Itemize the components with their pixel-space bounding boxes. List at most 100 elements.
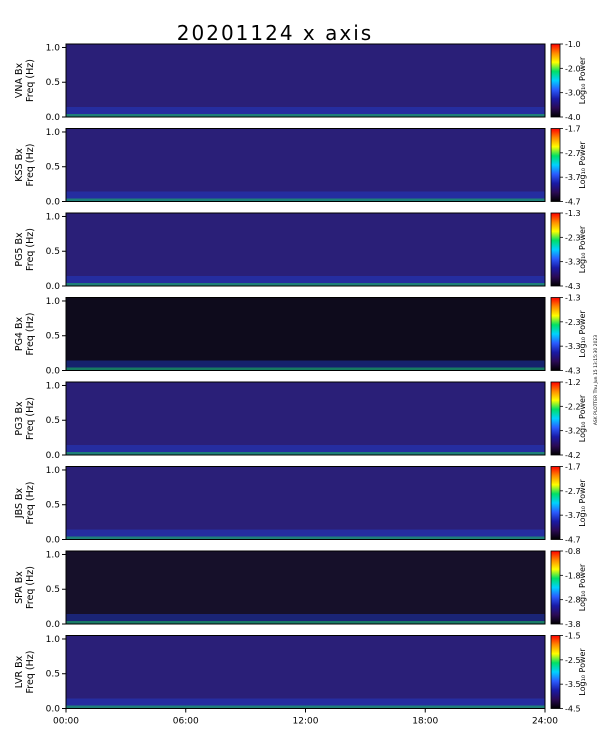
colorbar-tick-label: -2.2: [565, 402, 581, 411]
station-label: JBS Bx: [14, 487, 25, 519]
x-tick-label: 12:00: [293, 717, 319, 727]
colorbar: [550, 43, 561, 118]
panel-frame: [65, 381, 546, 456]
frequency-axis-label: Freq (Hz): [25, 482, 36, 525]
base-frequency-band: [66, 621, 545, 624]
low-frequency-band: [66, 445, 545, 455]
colorbar-tick-label: -4.5: [565, 705, 581, 714]
y-tick-label: 0.0: [46, 113, 61, 123]
panel-vna: 0.0 0.5 1.0 VNA Bx Freq (Hz) -1.0 -2.0 -3.0 -4.0…: [14, 40, 587, 123]
colorbar: [550, 297, 561, 371]
y-tick-label: 0.0: [46, 620, 61, 630]
colorbar: [550, 466, 561, 540]
panel-frame: [65, 212, 546, 287]
y-tick-label: 1.0: [46, 297, 61, 307]
colorbar-tick-label: -1.7: [565, 463, 581, 472]
y-tick-label: 0.0: [46, 705, 61, 715]
colorbar-label: Log₁₀ Power: [578, 225, 587, 273]
colorbar-tick-label: -3.7: [565, 511, 581, 520]
colorbar-tick-label: -1.3: [565, 294, 581, 303]
spectrogram-image: [66, 382, 545, 455]
time-axis: 00:00 06:00 12:00 18:00 24:00: [53, 708, 558, 727]
frequency-axis-label: Freq (Hz): [25, 566, 36, 609]
frequency-axis-label: Freq (Hz): [25, 397, 36, 440]
colorbar-label: Log₁₀ Power: [578, 479, 587, 527]
y-tick-label: 1.0: [46, 550, 61, 560]
spectrogram-image: [66, 128, 545, 202]
y-tick-label: 1.0: [46, 212, 61, 222]
colorbar-tick-label: -3.2: [565, 427, 581, 436]
panel-pg4: 0.0 0.5 1.0 PG4 Bx Freq (Hz) -1.3 -2.3 -3.3 -4.3…: [14, 294, 587, 377]
colorbar-tick-label: -2.3: [565, 318, 581, 327]
y-tick-label: 0.0: [46, 451, 61, 461]
base-frequency-band: [66, 536, 545, 540]
low-frequency-band: [66, 191, 545, 202]
colorbar: [550, 550, 561, 625]
station-label: SPA Bx: [14, 571, 25, 604]
frequency-axis-label: Freq (Hz): [25, 228, 36, 271]
station-label: PG3 Bx: [14, 401, 25, 436]
colorbar-tick-label: -4.3: [565, 282, 581, 291]
panel-spa: 0.0 0.5 1.0 SPA Bx Freq (Hz) -0.8 -1.8 -2.8 -3.8…: [14, 547, 587, 630]
colorbar-tick-label: -4.2: [565, 451, 581, 460]
x-tick-label: 18:00: [412, 717, 438, 727]
colorbar-tick-label: -4.7: [565, 198, 581, 207]
colorbar-tick-label: -0.8: [565, 547, 581, 556]
colorbar-tick-label: -1.7: [565, 125, 581, 134]
station-label: PG5 Bx: [14, 232, 25, 267]
colorbar-tick-label: -1.0: [565, 40, 581, 49]
colorbar-tick-label: -3.8: [565, 620, 581, 629]
frequency-axis-label: Freq (Hz): [25, 144, 36, 187]
panel-lvr: 0.0 0.5 1.0 LVR Bx Freq (Hz) -1.5 -2.5 -3.5 -4.5…: [14, 632, 587, 715]
colorbar-tick-label: -1.2: [565, 378, 581, 387]
panel-frame: [65, 550, 546, 625]
spectrogram-image: [66, 466, 545, 540]
low-frequency-band: [66, 529, 545, 540]
spectrogram-image: [66, 297, 545, 371]
colorbar-label: Log₁₀ Power: [578, 56, 587, 104]
y-tick-label: 1.0: [46, 381, 61, 391]
colorbar-tick-label: -1.3: [565, 209, 581, 218]
colorbar-tick-label: -2.8: [565, 596, 581, 605]
panel-pg3: 0.0 0.5 1.0 PG3 Bx Freq (Hz) -1.2 -2.2 -3.2 -4.2…: [14, 378, 587, 461]
colorbar-tick-label: -4.3: [565, 367, 581, 376]
colorbar-tick-label: -2.7: [565, 487, 581, 496]
low-frequency-band: [66, 360, 545, 371]
colorbar-label: Log₁₀ Power: [578, 394, 587, 442]
spectrogram-image: [66, 213, 545, 286]
colorbar-tick-label: -4.0: [565, 113, 581, 122]
y-tick-label: 1.0: [46, 43, 61, 53]
colorbar-label: Log₁₀ Power: [578, 141, 587, 189]
y-tick-label: 0.0: [46, 367, 61, 377]
base-frequency-band: [66, 705, 545, 709]
base-frequency-band: [66, 367, 545, 371]
colorbar-tick-label: -3.0: [565, 89, 581, 98]
colorbar: [550, 381, 561, 456]
y-tick-label: 0.5: [46, 247, 60, 257]
station-label: LVR Bx: [14, 655, 25, 688]
station-label: PG4 Bx: [14, 316, 25, 351]
colorbar: [550, 128, 561, 202]
plot-credit-text: ASK PLOTTER Thu Jun 15 13:15:30 2023: [593, 335, 599, 425]
colorbar-tick-label: -2.7: [565, 149, 581, 158]
base-frequency-band: [66, 283, 545, 286]
x-tick-label: 24:00: [532, 717, 558, 727]
low-frequency-band: [66, 698, 545, 709]
colorbar: [550, 212, 561, 287]
panel-frame: [65, 466, 546, 540]
x-tick-label: 06:00: [173, 717, 199, 727]
spectrogram-image: [66, 551, 545, 624]
y-tick-label: 0.5: [46, 163, 60, 173]
base-frequency-band: [66, 452, 545, 455]
y-tick-label: 0.0: [46, 198, 61, 208]
y-tick-label: 0.5: [46, 416, 60, 426]
colorbar-tick-label: -1.5: [565, 632, 581, 641]
base-frequency-band: [66, 114, 545, 117]
low-frequency-band: [66, 107, 545, 117]
spectrogram-image: [66, 635, 545, 709]
colorbar-tick-label: -2.5: [565, 656, 581, 665]
y-tick-label: 0.0: [46, 282, 61, 292]
panel-frame: [65, 128, 546, 202]
